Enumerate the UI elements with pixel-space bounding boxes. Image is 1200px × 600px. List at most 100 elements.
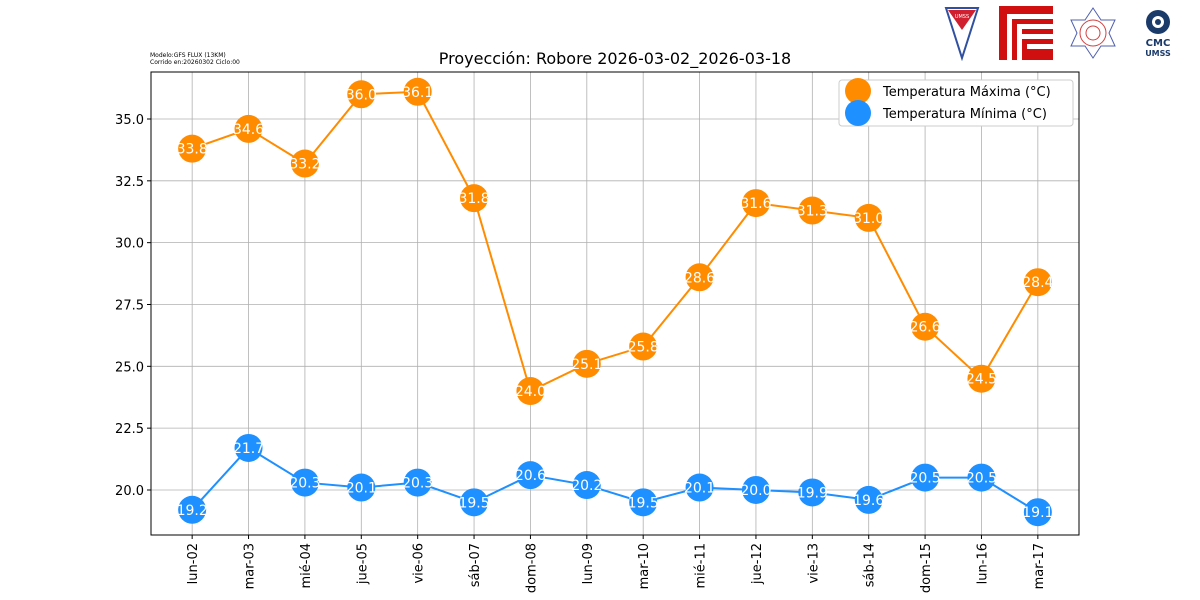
x-tick-label: jue-12 xyxy=(750,543,765,585)
x-tick-label: lun-16 xyxy=(975,543,990,584)
fcyt-logo xyxy=(999,6,1053,60)
legend-label: Temperatura Mínima (°C) xyxy=(882,107,1047,122)
y-tick-label: 35.0 xyxy=(115,113,144,128)
run-line: Corrido en:20260302 Ciclo:00 xyxy=(150,59,240,66)
data-point xyxy=(741,475,770,504)
x-tick-label: mar-03 xyxy=(243,543,258,589)
data-point xyxy=(798,196,827,225)
data-label: 33.2 xyxy=(289,157,320,173)
legend-marker xyxy=(845,100,871,126)
data-label: 36.1 xyxy=(402,85,433,101)
x-tick-label: mié-11 xyxy=(694,543,709,589)
data-label: 20.3 xyxy=(289,476,320,492)
data-point xyxy=(460,184,489,213)
legend-label: Temperatura Máxima (°C) xyxy=(882,85,1051,100)
data-point xyxy=(967,364,996,393)
data-point xyxy=(1023,268,1052,297)
model-line: Modelo:GFS FLUX (13KM) xyxy=(150,52,226,59)
data-label: 20.2 xyxy=(571,478,602,494)
data-label: 20.5 xyxy=(909,471,940,487)
data-point xyxy=(234,114,263,143)
data-point xyxy=(741,189,770,218)
data-point xyxy=(629,488,658,517)
data-label: 19.1 xyxy=(1022,505,1053,521)
chart-title: Proyección: Robore 2026-03-02_2026-03-18 xyxy=(439,49,791,69)
x-tick-label: sáb-14 xyxy=(863,543,878,587)
x-tick-label: sáb-07 xyxy=(468,543,483,587)
data-label: 20.3 xyxy=(402,476,433,492)
y-tick-label: 20.0 xyxy=(115,484,144,499)
data-label: 26.6 xyxy=(909,320,940,336)
data-point xyxy=(403,77,432,106)
data-label: 20.6 xyxy=(515,468,546,484)
institute-seal-logo xyxy=(1070,7,1116,59)
data-label: 20.1 xyxy=(684,481,715,497)
x-tick-label: mar-10 xyxy=(637,543,652,589)
data-label: 19.6 xyxy=(853,493,884,509)
data-point xyxy=(516,461,545,490)
data-point xyxy=(234,433,263,462)
data-point xyxy=(403,468,432,497)
x-tick-label: vie-06 xyxy=(412,543,427,584)
data-point xyxy=(347,473,376,502)
data-label: 28.6 xyxy=(684,270,715,286)
model-info: Modelo:GFS FLUX (13KM) Corrido en:202603… xyxy=(150,52,240,66)
data-label: 28.4 xyxy=(1022,275,1053,291)
y-tick-label: 27.5 xyxy=(115,298,144,313)
x-tick-label: mié-04 xyxy=(299,543,314,589)
data-point xyxy=(178,495,207,524)
data-label: 20.0 xyxy=(740,483,771,499)
data-point xyxy=(685,473,714,502)
data-label: 20.5 xyxy=(966,471,997,487)
data-point xyxy=(516,377,545,406)
svg-text:UMSS: UMSS xyxy=(955,14,969,20)
data-label: 19.5 xyxy=(628,495,659,511)
data-point xyxy=(685,263,714,292)
data-point xyxy=(347,80,376,109)
x-tick-label: mar-17 xyxy=(1032,543,1047,589)
cmc-text: CMC xyxy=(1146,38,1171,49)
data-label: 24.0 xyxy=(515,384,546,400)
data-point xyxy=(290,468,319,497)
series-line-min xyxy=(191,446,1039,514)
data-label: 19.2 xyxy=(177,503,208,519)
y-tick-label: 22.5 xyxy=(115,422,144,437)
data-point xyxy=(1023,498,1052,527)
data-label: 25.1 xyxy=(571,357,602,373)
data-label: 31.6 xyxy=(740,196,771,212)
series-line-max xyxy=(191,90,1039,393)
plot-frame xyxy=(150,71,1080,536)
x-tick-label: lun-02 xyxy=(186,543,201,584)
data-label: 19.9 xyxy=(797,485,828,501)
data-point xyxy=(178,134,207,163)
umss-text: UMSS xyxy=(1145,49,1171,58)
data-point xyxy=(572,471,601,500)
umss-logo: UMSS xyxy=(944,7,980,61)
data-point xyxy=(911,312,940,341)
data-label: 24.5 xyxy=(966,372,997,388)
x-tick-label: vie-13 xyxy=(806,543,821,584)
data-point xyxy=(290,149,319,178)
data-point xyxy=(798,478,827,507)
data-label: 36.0 xyxy=(346,87,377,103)
data-label: 31.0 xyxy=(853,211,884,227)
x-tick-label: jue-05 xyxy=(355,543,370,585)
data-point xyxy=(967,463,996,492)
data-point xyxy=(854,203,883,232)
data-label: 31.3 xyxy=(797,204,828,220)
data-point xyxy=(460,488,489,517)
data-point xyxy=(629,332,658,361)
y-tick-label: 32.5 xyxy=(115,175,144,190)
x-tick-label: dom-15 xyxy=(919,543,934,593)
data-label: 33.8 xyxy=(177,142,208,158)
cmc-logo: CMC UMSS xyxy=(1145,10,1171,58)
data-point xyxy=(572,349,601,378)
data-label: 25.8 xyxy=(628,340,659,356)
data-label: 21.7 xyxy=(233,441,264,457)
data-point xyxy=(854,485,883,514)
data-point xyxy=(911,463,940,492)
y-tick-label: 25.0 xyxy=(115,360,144,375)
data-label: 31.8 xyxy=(458,191,489,207)
